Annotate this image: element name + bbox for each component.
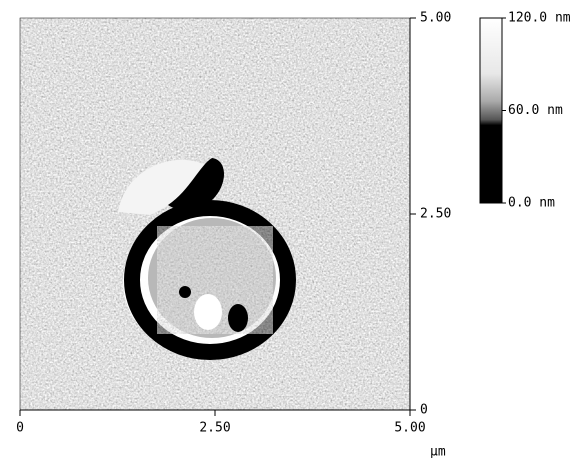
y-tick-label: 0 — [420, 403, 428, 418]
x-tick-label: 2.50 — [199, 421, 230, 436]
y-tick-label: 2.50 — [420, 207, 451, 222]
colorbar — [480, 18, 502, 203]
x-unit: µm — [430, 445, 446, 458]
colorbar-tick-label: 60.0 nm — [508, 103, 563, 118]
afm-image — [20, 18, 410, 410]
colorbar-tick-label: 0.0 nm — [508, 196, 555, 211]
y-tick-label: 5.00 — [420, 11, 451, 26]
x-tick-label: 0 — [16, 421, 24, 436]
x-tick-label: 5.00 — [394, 421, 425, 436]
colorbar-tick-label: 120.0 nm — [508, 11, 571, 26]
afm-figure: µm 0 2.50 5.00 0 2.50 5.00 0.0 nm 60.0 nm 120.0 … — [0, 0, 583, 458]
